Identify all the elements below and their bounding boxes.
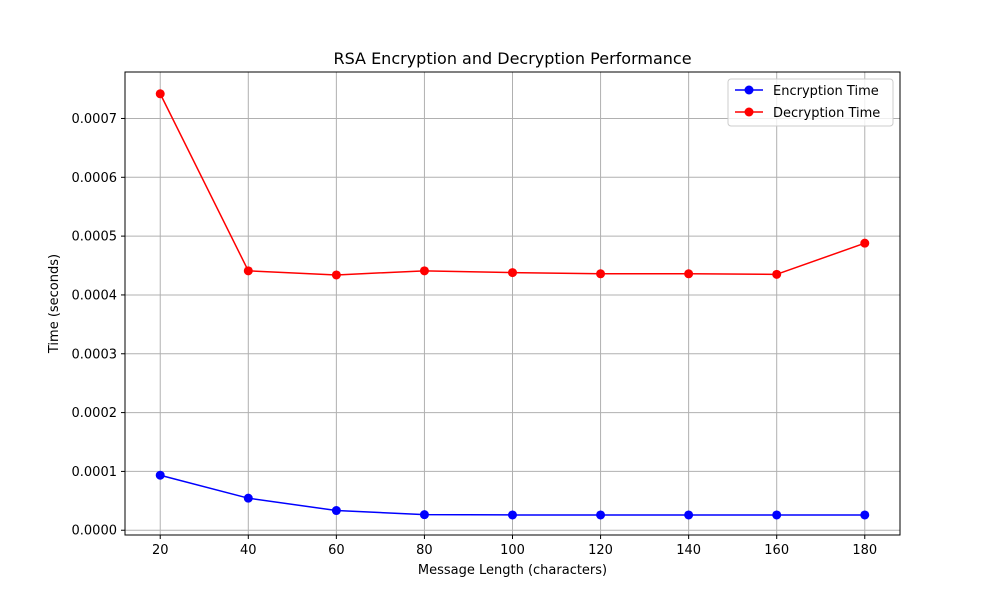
data-point-decryption bbox=[331, 270, 341, 280]
x-tick-label: 80 bbox=[416, 543, 433, 558]
data-point-encryption bbox=[508, 510, 517, 520]
data-point-decryption bbox=[596, 269, 606, 279]
x-tick-label: 40 bbox=[240, 543, 257, 558]
data-point-decryption bbox=[684, 269, 694, 279]
data-point-decryption bbox=[508, 268, 517, 278]
data-point-decryption bbox=[860, 238, 870, 248]
legend-label-decryption: Decryption Time bbox=[773, 106, 880, 121]
data-point-encryption bbox=[596, 510, 606, 520]
data-point-encryption bbox=[419, 510, 429, 520]
data-point-decryption bbox=[419, 266, 429, 276]
plot-series bbox=[155, 89, 870, 520]
legend-label-encryption: Encryption Time bbox=[773, 84, 879, 99]
data-point-encryption bbox=[684, 510, 694, 520]
data-point-encryption bbox=[243, 493, 253, 503]
legend-marker-encryption bbox=[744, 85, 754, 95]
y-tick-label: 0.0007 bbox=[72, 112, 118, 127]
data-point-encryption bbox=[772, 510, 782, 520]
x-tick-label: 20 bbox=[152, 543, 169, 558]
y-axis-title: Time (seconds) bbox=[47, 254, 62, 354]
legend-box bbox=[727, 78, 894, 127]
x-tick-label: 180 bbox=[852, 543, 877, 558]
data-point-encryption bbox=[331, 506, 341, 516]
x-tick-label: 60 bbox=[328, 543, 345, 558]
data-point-encryption bbox=[860, 510, 870, 520]
y-tick-label: 0.0002 bbox=[72, 406, 118, 421]
x-tick-label: 140 bbox=[676, 543, 701, 558]
x-tick-label: 100 bbox=[500, 543, 525, 558]
data-point-decryption bbox=[243, 266, 253, 276]
y-tick-label: 0.0000 bbox=[72, 524, 118, 539]
data-point-decryption bbox=[772, 269, 782, 279]
x-tick-label: 160 bbox=[764, 543, 789, 558]
y-tick-label: 0.0003 bbox=[72, 347, 118, 362]
x-axis-title: Message Length (characters) bbox=[418, 563, 607, 578]
y-tick-label: 0.0005 bbox=[72, 230, 118, 245]
y-tick-label: 0.0001 bbox=[72, 465, 118, 480]
chart-title: RSA Encryption and Decryption Performanc… bbox=[333, 49, 691, 68]
data-point-encryption bbox=[155, 470, 165, 480]
legend-marker-decryption bbox=[744, 107, 754, 117]
grid bbox=[125, 72, 900, 535]
y-tick-label: 0.0006 bbox=[72, 171, 118, 186]
legend: Encryption Time Decryption Time bbox=[727, 78, 894, 127]
x-tick-label: 120 bbox=[588, 543, 613, 558]
axis-ticks: 20 40 60 80 100 120 140 160 180 0.0000 0.0001 0.000… bbox=[72, 112, 878, 558]
y-tick-label: 0.0004 bbox=[72, 288, 118, 303]
data-point-decryption bbox=[155, 89, 165, 99]
